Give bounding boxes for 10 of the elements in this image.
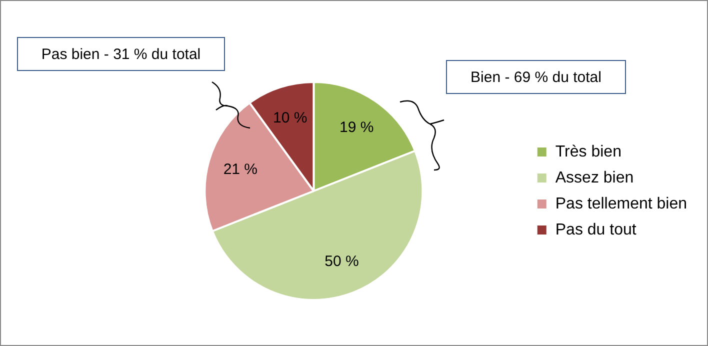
data-label: 10 % <box>273 110 308 127</box>
legend-label: Pas du tout <box>555 221 637 238</box>
text: Bien - 69 % du total <box>446 60 626 94</box>
legend-label: Assez bien <box>555 169 634 186</box>
text: Pas bien - 31 % du total <box>17 37 225 71</box>
data-label: 19 % <box>339 119 374 136</box>
legend-label: Très bien <box>555 143 622 160</box>
data-label: 21 % <box>223 160 258 178</box>
legend-label: Pas tellement bien <box>555 195 688 212</box>
data-label: 50 % <box>324 253 359 270</box>
